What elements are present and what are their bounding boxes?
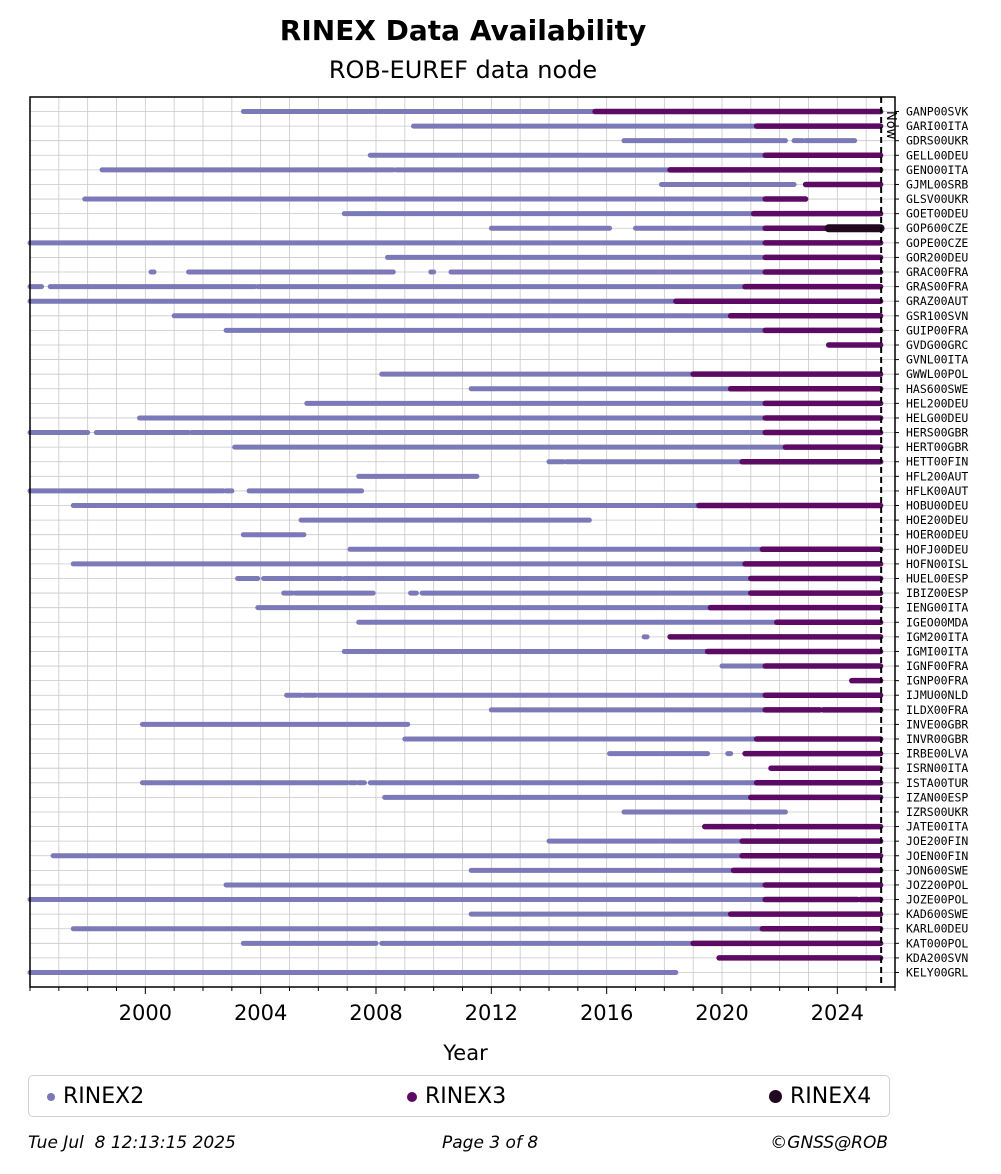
station-label: HFL200AUT	[906, 469, 968, 483]
x-tick-label: 2008	[349, 1001, 402, 1025]
legend: RINEX2 RINEX3 RINEX4	[28, 1075, 890, 1117]
station-label: HOFN00ISL	[906, 557, 968, 571]
station-label: IGNF00FRA	[906, 659, 968, 673]
station-label: GENO00ITA	[906, 163, 968, 177]
station-label: JON600SWE	[906, 863, 968, 877]
legend-item-rinex2: RINEX2	[47, 1084, 144, 1109]
station-label: JOZE00POL	[906, 893, 968, 907]
station-label: JOZ200POL	[906, 878, 968, 892]
x-axis-label: Year	[442, 1041, 488, 1065]
station-label: ISTA00TUR	[906, 776, 968, 790]
station-label: GUIP00FRA	[906, 323, 968, 337]
station-label: GVNL00ITA	[906, 353, 968, 367]
legend-item-rinex4: RINEX4	[769, 1084, 871, 1109]
legend-label: RINEX3	[425, 1084, 507, 1109]
now-label: Now	[883, 111, 898, 140]
station-label: JOE200FIN	[906, 834, 968, 848]
footer-date: Tue Jul 8 12:13:15 2025	[28, 1133, 236, 1153]
station-label: IGMI00ITA	[906, 644, 968, 658]
station-label: IJMU00NLD	[906, 688, 968, 702]
station-label: HERS00GBR	[906, 426, 968, 440]
station-label: GOPE00CZE	[906, 236, 968, 250]
station-label: KARL00DEU	[906, 922, 968, 936]
station-label: GOR200DEU	[906, 250, 968, 264]
station-label: HETT00FIN	[906, 455, 968, 469]
station-label: KAT000POL	[906, 936, 968, 950]
station-label: IRBE00LVA	[906, 747, 968, 761]
x-tick-label: 2016	[580, 1001, 633, 1025]
footer-page: Page 3 of 8	[442, 1133, 539, 1153]
chart-subtitle: ROB-EUREF data node	[328, 56, 598, 84]
station-label: ILDX00FRA	[906, 703, 968, 717]
station-label: HEL200DEU	[906, 396, 968, 410]
station-label: IENG00ITA	[906, 601, 968, 615]
station-label: GARI00ITA	[906, 119, 968, 133]
x-tick-label: 2004	[234, 1001, 287, 1025]
station-label: GOP600CZE	[906, 221, 968, 235]
station-label: HAS600SWE	[906, 382, 968, 396]
legend-dot-icon	[47, 1092, 55, 1101]
station-label: HELG00DEU	[906, 411, 968, 425]
station-label: GOET00DEU	[906, 207, 968, 221]
station-label: INVE00GBR	[906, 717, 968, 731]
station-label: IGM200ITA	[906, 630, 968, 644]
station-label: GWWL00POL	[906, 367, 968, 381]
legend-dot-icon	[407, 1091, 417, 1102]
station-label: HUEL00ESP	[906, 571, 968, 585]
station-label: HOBU00DEU	[906, 499, 968, 513]
station-label: GRAS00FRA	[906, 280, 968, 294]
footer-copyright: ©GNSS@ROB	[770, 1133, 888, 1153]
station-label: HOER00DEU	[906, 528, 968, 542]
station-label: GRAZ00AUT	[906, 294, 968, 308]
station-label: HOFJ00DEU	[906, 542, 968, 556]
x-tick-label: 2000	[119, 1001, 172, 1025]
legend-item-rinex3: RINEX3	[407, 1084, 506, 1109]
station-label: GELL00DEU	[906, 148, 968, 162]
station-label: GVDG00GRC	[906, 338, 968, 352]
chart-title: RINEX Data Availability	[279, 14, 647, 47]
station-label: HERT00GBR	[906, 440, 968, 454]
station-label: IGNP00FRA	[906, 674, 968, 688]
x-tick-label: 2012	[465, 1001, 518, 1025]
timeline-chart: Now 2000 2004 2008 2012 2016 2020 2024 Year GANP0…	[27, 96, 968, 1065]
station-label: KDA200SVN	[906, 951, 968, 965]
station-label: GLSV00UKR	[906, 192, 968, 206]
station-label: GANP00SVK	[906, 105, 968, 119]
station-label: GJML00SRB	[906, 177, 968, 191]
station-label: KAD600SWE	[906, 907, 968, 921]
station-label: INVR00GBR	[906, 732, 968, 746]
station-label: IGEO00MDA	[906, 615, 968, 629]
station-label: GRAC00FRA	[906, 265, 968, 279]
station-label: HFLK00AUT	[906, 484, 968, 498]
station-label: HOE200DEU	[906, 513, 968, 527]
station-label: GSR100SVN	[906, 309, 968, 323]
legend-label: RINEX2	[63, 1084, 145, 1109]
station-label: IZRS00UKR	[906, 805, 968, 819]
station-label: IBIZ00ESP	[906, 586, 968, 600]
station-label: KELY00GRL	[906, 966, 968, 980]
station-label: JOEN00FIN	[906, 849, 968, 863]
station-label: IZAN00ESP	[906, 790, 968, 804]
x-tick-label: 2020	[695, 1001, 748, 1025]
legend-dot-icon	[769, 1090, 782, 1103]
station-label: JATE00ITA	[906, 820, 968, 834]
legend-label: RINEX4	[790, 1084, 872, 1109]
station-label: ISRN00ITA	[906, 761, 968, 775]
x-tick-label: 2024	[811, 1001, 864, 1025]
station-label: GDRS00UKR	[906, 134, 968, 148]
